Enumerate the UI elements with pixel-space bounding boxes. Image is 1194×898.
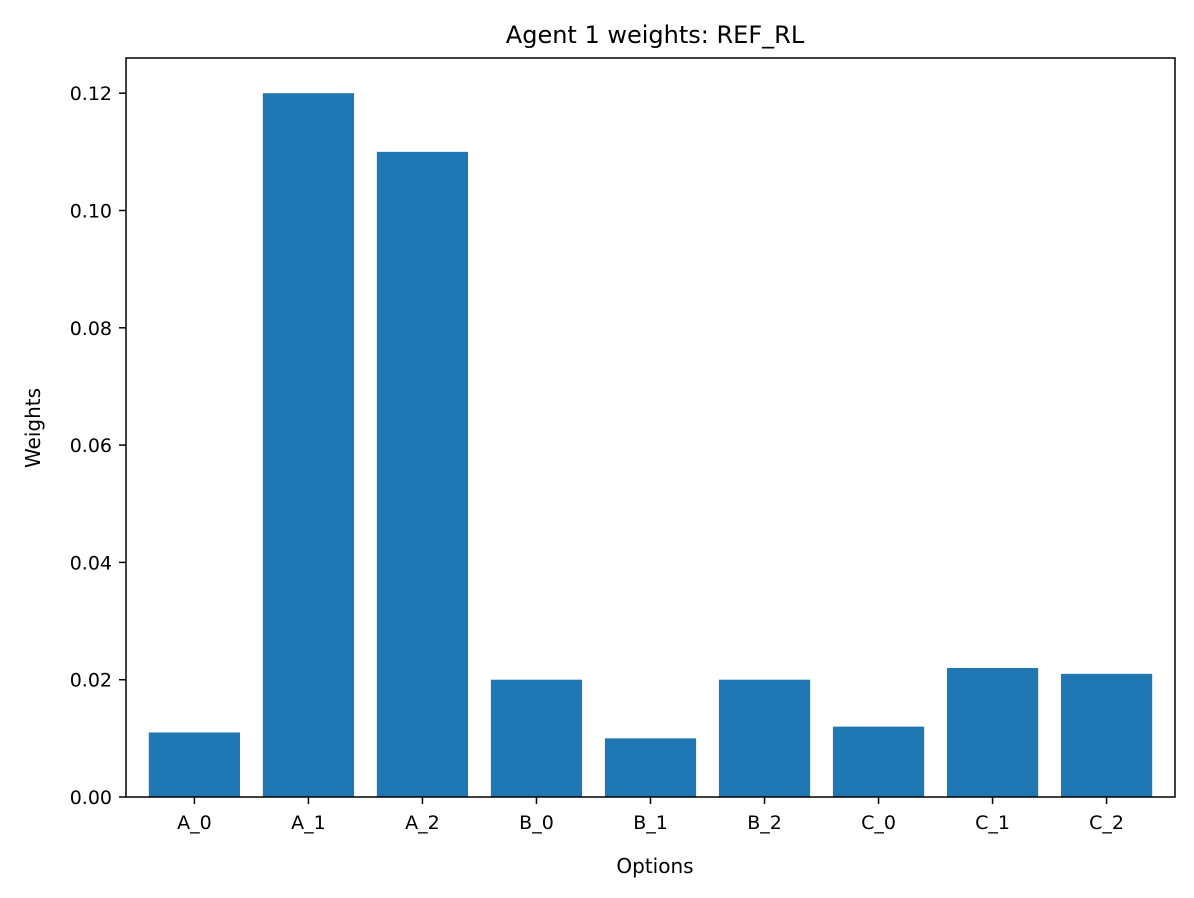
y-axis-label: Weights [21,388,45,468]
y-tick-label: 0.12 [70,83,112,105]
bar-A_1 [262,93,355,797]
chart-title: Agent 1 weights: REF_RL [506,21,805,49]
bar-C_0 [832,726,925,797]
x-tick-label: A_2 [405,812,440,834]
x-tick-label: B_2 [747,812,782,834]
y-tick-label: 0.00 [70,787,112,809]
y-tick-label: 0.06 [70,435,112,457]
x-axis-ticks: A_0 A_1 A_2 B_0 B_1 B_2 C_0 C_1 C_2 [177,797,1124,834]
y-tick-label: 0.10 [70,200,112,222]
y-tick-label: 0.04 [70,552,112,574]
bars-group [148,93,1153,798]
x-tick-label: C_0 [861,812,896,834]
bar-C_2 [1060,673,1153,797]
bar-A_0 [148,732,241,797]
bar-B_1 [604,738,697,797]
bar-B_2 [718,679,811,797]
bar-A_2 [376,151,469,798]
x-tick-label: A_0 [177,812,212,834]
x-tick-label: A_1 [291,812,326,834]
y-tick-label: 0.08 [70,318,112,340]
x-tick-label: B_1 [633,812,668,834]
y-axis-ticks: 0.00 0.02 0.04 0.06 0.08 0.10 0.12 [70,83,126,809]
x-tick-label: C_2 [1089,812,1124,834]
y-tick-label: 0.02 [70,670,112,692]
x-axis-label: Options [616,854,693,878]
bar-C_1 [946,667,1039,797]
x-tick-label: C_1 [975,812,1010,834]
plot-frame [125,57,1176,798]
x-tick-label: B_0 [519,812,554,834]
bar-B_0 [490,679,583,797]
